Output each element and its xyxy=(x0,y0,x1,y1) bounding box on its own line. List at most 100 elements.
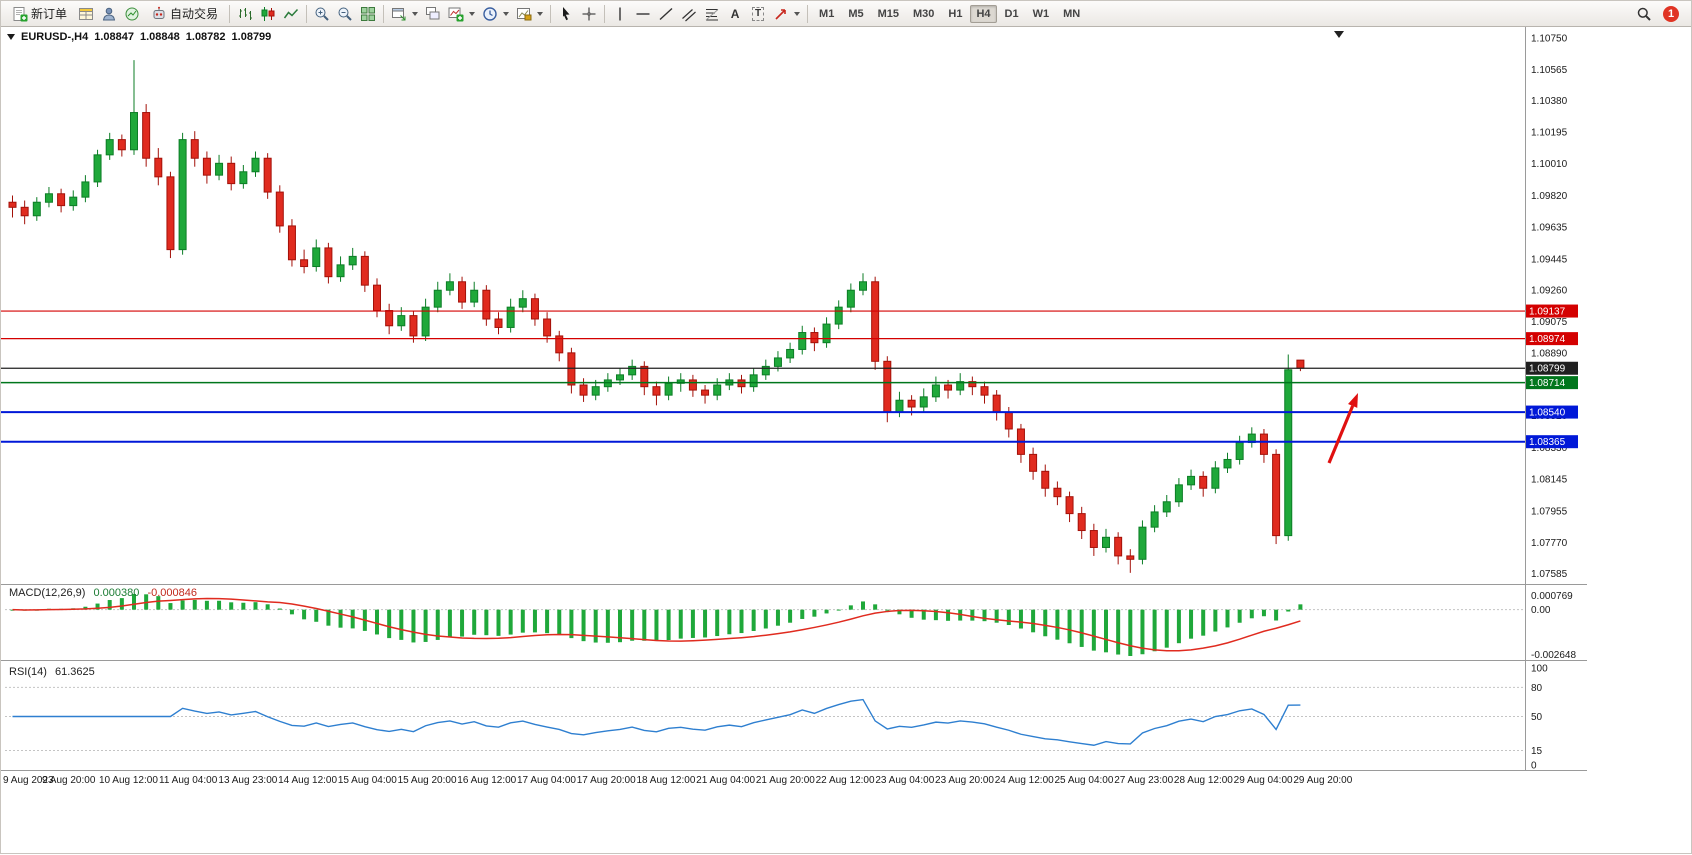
fibonacci-tool-button[interactable] xyxy=(701,3,723,25)
horizontal-line-icon xyxy=(636,12,650,15)
timeframe-M1-button[interactable]: M1 xyxy=(819,7,835,20)
cursor-button[interactable] xyxy=(555,3,577,25)
macd-signal-value: -0.000846 xyxy=(147,587,197,599)
toolbar-separator xyxy=(306,4,308,23)
channel-tool-button[interactable] xyxy=(678,3,700,25)
terminal-icon xyxy=(125,7,139,20)
terminal-button[interactable] xyxy=(121,3,143,25)
svg-text:1.10010: 1.10010 xyxy=(1531,159,1568,170)
svg-text:1.07585: 1.07585 xyxy=(1531,569,1568,580)
macd-name: MACD(12,26,9) xyxy=(9,587,86,599)
navigator-icon xyxy=(102,7,116,20)
new-order-icon xyxy=(13,6,28,21)
market-watch-button[interactable] xyxy=(75,3,97,25)
chart-profiles-button[interactable] xyxy=(422,3,444,25)
svg-text:1.09137: 1.09137 xyxy=(1529,307,1566,318)
svg-text:9 Aug 20:00: 9 Aug 20:00 xyxy=(42,775,96,786)
timeframe-H4-button[interactable]: H4 xyxy=(970,4,997,23)
svg-text:18 Aug 12:00: 18 Aug 12:00 xyxy=(636,775,695,786)
fibonacci-icon xyxy=(705,8,719,20)
macd-indicator-label: MACD(12,26,9) 0.000380 -0.000846 xyxy=(9,587,197,599)
new-order-label: 新订单 xyxy=(31,7,68,21)
toolbar-separator xyxy=(604,4,606,23)
svg-text:1.08890: 1.08890 xyxy=(1531,348,1568,359)
notification-badge[interactable]: 1 xyxy=(1663,5,1679,22)
one-click-trading-button[interactable] xyxy=(7,34,15,40)
rsi-indicator-label: RSI(14) 61.3625 xyxy=(9,666,95,678)
svg-text:17 Aug 20:00: 17 Aug 20:00 xyxy=(577,775,636,786)
svg-text:28 Aug 12:00: 28 Aug 12:00 xyxy=(1174,775,1233,786)
timeframe-MN-button[interactable]: MN xyxy=(1063,7,1081,20)
indicators-button[interactable] xyxy=(445,3,478,25)
line-chart-button[interactable] xyxy=(280,3,302,25)
svg-text:13 Aug 23:00: 13 Aug 23:00 xyxy=(218,775,277,786)
crosshair-button[interactable] xyxy=(578,3,600,25)
zoom-in-button[interactable] xyxy=(311,3,333,25)
svg-text:-0.002648: -0.002648 xyxy=(1531,650,1576,661)
timeframe-H1-button[interactable]: H1 xyxy=(948,7,963,20)
ohlc-high: 1.08848 xyxy=(140,31,180,43)
auto-trading-label: 自动交易 xyxy=(170,7,219,21)
candlestick-chart-icon xyxy=(261,6,275,21)
svg-text:0: 0 xyxy=(1531,761,1537,772)
templates-button[interactable] xyxy=(513,3,546,25)
tile-windows-button[interactable] xyxy=(357,3,379,25)
horizontal-line-tool-button[interactable] xyxy=(632,3,654,25)
timeframe-W1-button[interactable]: W1 xyxy=(1032,7,1050,20)
svg-text:17 Aug 04:00: 17 Aug 04:00 xyxy=(517,775,576,786)
svg-text:29 Aug 04:00: 29 Aug 04:00 xyxy=(1234,775,1293,786)
templates-icon xyxy=(517,7,532,20)
svg-text:1.10195: 1.10195 xyxy=(1531,128,1568,139)
periods-button[interactable] xyxy=(479,3,512,25)
zoom-out-button[interactable] xyxy=(334,3,356,25)
timeframe-D1-button[interactable]: D1 xyxy=(1004,7,1019,20)
toolbar-right-group: 1 xyxy=(1633,3,1687,25)
line-chart-icon xyxy=(283,8,299,18)
chevron-down-icon xyxy=(412,11,419,16)
svg-text:1.09820: 1.09820 xyxy=(1531,191,1568,202)
svg-text:29 Aug 20:00: 29 Aug 20:00 xyxy=(1293,775,1352,786)
chart-symbol-header: EURUSD-,H4 1.08847 1.08848 1.08782 1.087… xyxy=(7,31,271,43)
chart-canvas[interactable]: 1.10750 1.10565 1.10380 1.10195 1.10010 1.098… xyxy=(1,27,1692,855)
market-watch-icon xyxy=(79,7,94,20)
rsi-name: RSI(14) xyxy=(9,666,47,678)
svg-text:0.000769: 0.000769 xyxy=(1531,591,1573,602)
arrows-tool-button[interactable] xyxy=(770,3,803,25)
bar-chart-button[interactable] xyxy=(234,3,256,25)
chevron-down-icon xyxy=(503,11,510,16)
toolbar-separator xyxy=(550,4,552,23)
timeframe-M15-button[interactable]: M15 xyxy=(877,7,899,20)
svg-text:100: 100 xyxy=(1531,664,1548,675)
navigator-button[interactable] xyxy=(98,3,120,25)
tile-windows-icon xyxy=(361,6,376,21)
text-tool-icon: A xyxy=(730,6,740,21)
trendline-tool-button[interactable] xyxy=(655,3,677,25)
zoom-out-icon xyxy=(338,7,352,21)
svg-text:1.08540: 1.08540 xyxy=(1529,408,1566,419)
cursor-icon xyxy=(563,6,570,20)
svg-text:15: 15 xyxy=(1531,746,1543,757)
arrow-tool-icon xyxy=(775,8,786,20)
candlestick-chart-button[interactable] xyxy=(257,3,279,25)
chevron-down-icon xyxy=(794,11,801,16)
rsi-value: 61.3625 xyxy=(54,666,95,678)
text-tool-button[interactable]: A xyxy=(724,3,746,25)
new-order-button[interactable]: 新订单 xyxy=(5,3,74,25)
timeframe-M5-button[interactable]: M5 xyxy=(848,7,864,20)
vertical-line-tool-button[interactable] xyxy=(609,3,631,25)
timeframe-M30-button[interactable]: M30 xyxy=(913,7,935,20)
auto-trading-button[interactable]: 自动交易 xyxy=(144,3,225,25)
svg-text:16 Aug 12:00: 16 Aug 12:00 xyxy=(457,775,516,786)
bar-chart-icon xyxy=(239,7,253,20)
svg-text:1.08714: 1.08714 xyxy=(1529,378,1566,389)
toolbar-separator xyxy=(229,4,231,23)
search-button[interactable] xyxy=(1633,3,1655,25)
new-chart-button[interactable] xyxy=(388,3,421,25)
trendline-icon xyxy=(659,7,673,20)
text-label-tool-button[interactable]: T xyxy=(747,3,769,25)
svg-text:1.09260: 1.09260 xyxy=(1531,286,1568,297)
svg-text:27 Aug 23:00: 27 Aug 23:00 xyxy=(1114,775,1173,786)
search-icon xyxy=(1637,7,1651,21)
svg-text:1.10750: 1.10750 xyxy=(1531,34,1568,45)
